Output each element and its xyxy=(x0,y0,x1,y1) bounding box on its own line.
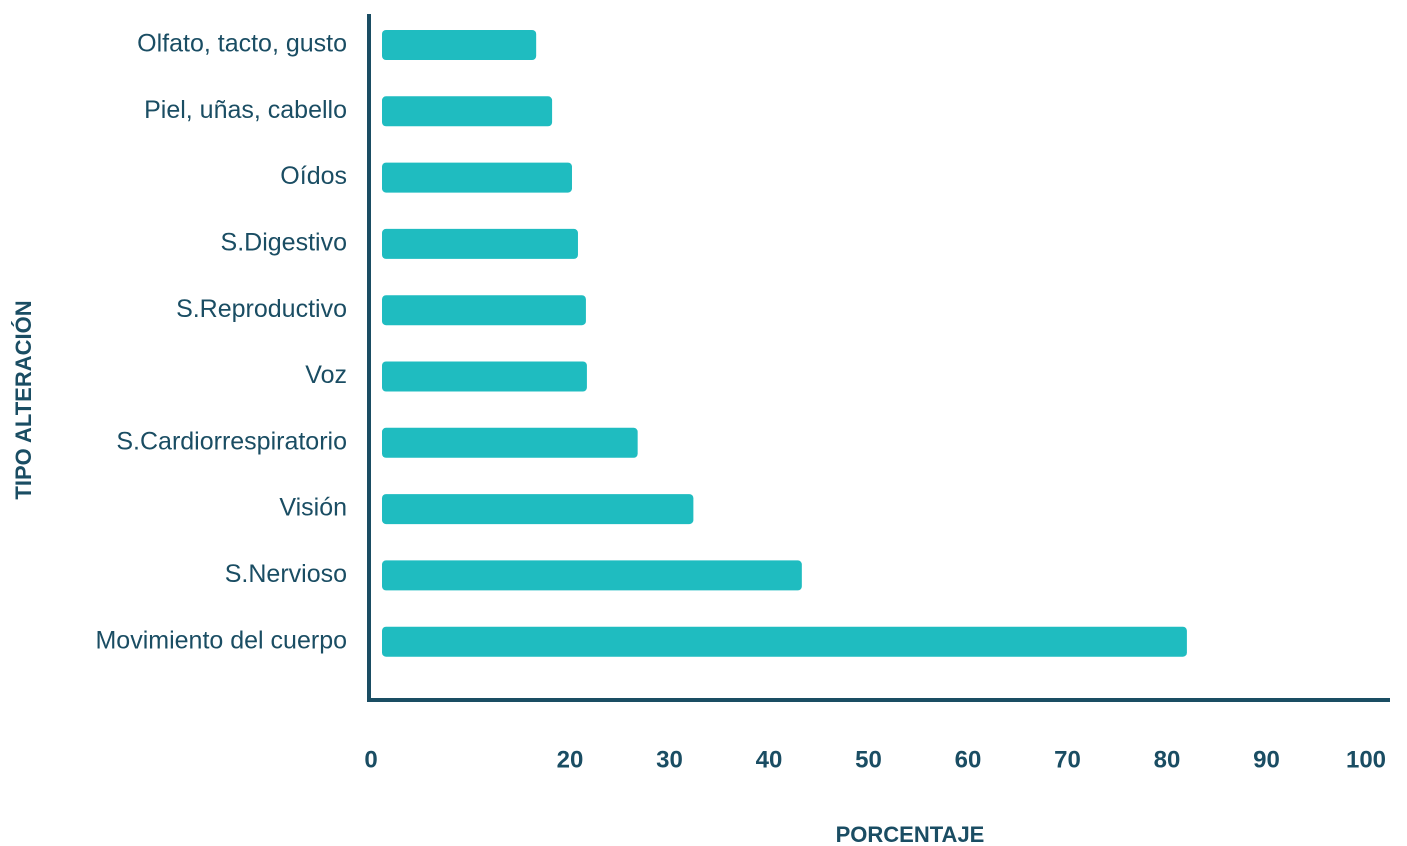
bar xyxy=(382,228,578,259)
y-tick-label: Olfato, tacto, gusto xyxy=(137,30,347,58)
y-tick-label: Voz xyxy=(305,361,347,389)
bar xyxy=(382,494,694,525)
x-tick-label: 20 xyxy=(557,746,584,773)
bar xyxy=(382,626,1187,657)
y-tick-label: Oídos xyxy=(280,162,347,190)
bar xyxy=(382,30,537,60)
x-tick-label: 60 xyxy=(955,746,982,773)
x-axis-label: PORCENTAJE xyxy=(836,822,985,846)
x-tick-label: 40 xyxy=(756,746,783,773)
x-tick-label: 70 xyxy=(1054,746,1081,773)
bar xyxy=(382,427,638,458)
y-tick-label: Piel, uñas, cabello xyxy=(144,96,347,124)
y-tick-label: S.Reproductivo xyxy=(176,295,347,323)
y-tick-label: S.Digestivo xyxy=(221,229,347,257)
y-tick-label: Movimiento del cuerpo xyxy=(95,626,347,654)
x-tick-label: 90 xyxy=(1253,746,1280,773)
bar xyxy=(382,361,587,392)
x-tick-label: 100 xyxy=(1346,746,1386,773)
y-tick-label: S.Cardiorrespiratorio xyxy=(116,427,347,455)
x-tick-label: 0 xyxy=(364,746,377,773)
y-axis-label: TIPO ALTERACIÓN xyxy=(11,300,36,499)
x-tick-label: 50 xyxy=(855,746,882,773)
y-tick-label: S.Nervioso xyxy=(225,560,347,588)
bar xyxy=(382,295,586,326)
y-tick-label: Visión xyxy=(279,494,347,522)
bar xyxy=(382,560,802,591)
x-tick-label: 80 xyxy=(1154,746,1181,773)
bar xyxy=(382,162,572,193)
x-tick-label: 30 xyxy=(656,746,683,773)
bar xyxy=(382,96,553,127)
